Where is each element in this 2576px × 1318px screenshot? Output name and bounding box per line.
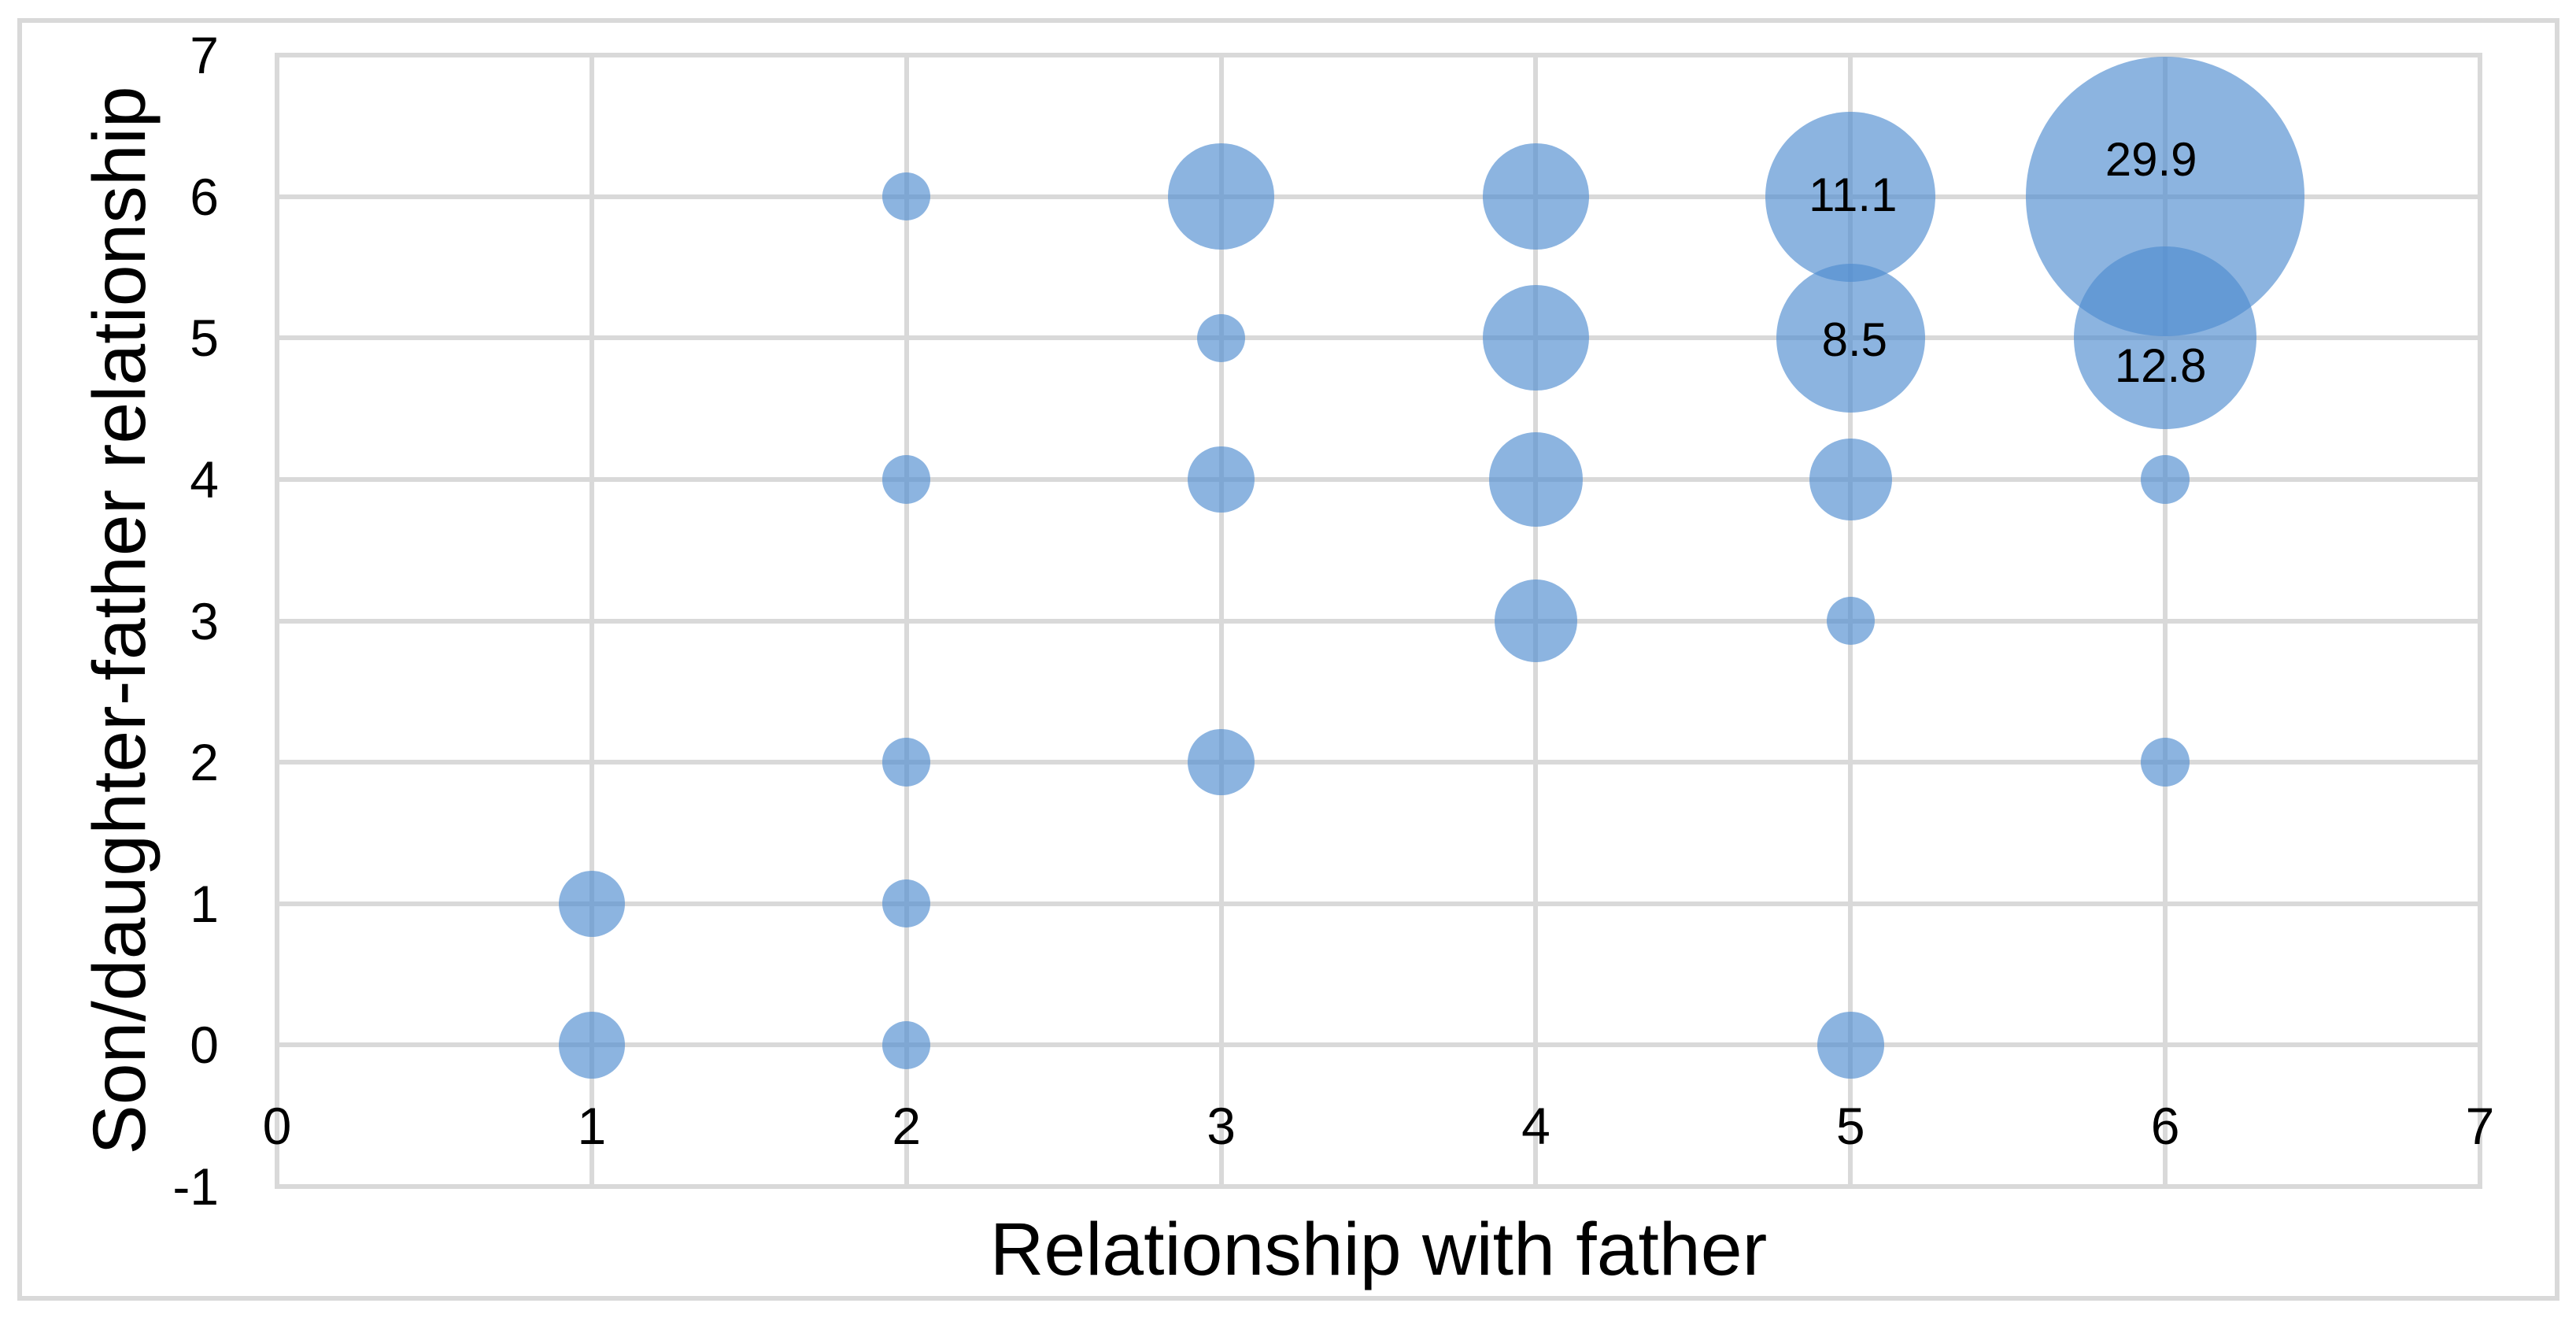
gridline-horizontal [275, 1042, 2482, 1048]
y-tick-label: 1 [190, 874, 219, 933]
x-tick-label: 0 [262, 1097, 292, 1155]
x-tick-label: 5 [1835, 1097, 1865, 1155]
x-tick-label: 6 [2150, 1097, 2180, 1155]
bubble [1495, 579, 1577, 662]
bubble [2074, 246, 2257, 430]
x-tick-label: 2 [892, 1097, 922, 1155]
bubble [1483, 285, 1589, 391]
bubble [1809, 438, 1892, 521]
bubble-data-label: 8.5 [1821, 313, 1887, 367]
bubble [881, 738, 931, 787]
bubble [1826, 596, 1876, 646]
y-tick-label: 0 [190, 1016, 219, 1075]
bubble [881, 1020, 931, 1070]
gridline-horizontal [275, 1184, 2482, 1189]
bubble [1188, 446, 1255, 513]
bubble [881, 455, 931, 504]
x-tick-label: 3 [1207, 1097, 1236, 1155]
y-tick-label: 2 [190, 733, 219, 792]
bubble [881, 879, 931, 928]
gridline-horizontal [275, 476, 2482, 482]
bubble [1188, 728, 1255, 796]
bubble [1196, 313, 1246, 362]
gridline-horizontal [275, 53, 2482, 57]
y-tick-label: 4 [190, 450, 219, 509]
gridline-horizontal [275, 901, 2482, 906]
y-tick-label: 3 [190, 591, 219, 650]
y-tick-label: -1 [172, 1157, 219, 1216]
bubble [1765, 111, 1936, 282]
bubble [881, 172, 931, 221]
gridline-horizontal [275, 194, 2482, 199]
x-tick-label: 7 [2465, 1097, 2495, 1155]
bubble [2141, 738, 2190, 787]
y-tick-label: 6 [190, 167, 219, 226]
x-tick-label: 4 [1521, 1097, 1550, 1155]
bubble [2141, 455, 2190, 504]
bubble [1483, 143, 1589, 250]
bubble-data-label: 11.1 [1809, 168, 1898, 221]
gridline-horizontal [275, 335, 2482, 341]
bubble [1168, 143, 1274, 250]
bubble [1776, 263, 1925, 413]
chart-border [17, 18, 2559, 1301]
y-tick-label: 5 [190, 309, 219, 368]
x-axis-title: Relationship with father [989, 1208, 1768, 1291]
y-tick-label: 7 [190, 26, 219, 84]
bubble [558, 870, 626, 937]
bubble [558, 1012, 626, 1079]
bubble-data-label: 29.9 [2105, 132, 2197, 186]
bubble [1817, 1012, 1884, 1079]
gridline-horizontal [275, 760, 2482, 765]
bubble-data-label: 12.8 [2114, 339, 2207, 393]
bubble [1488, 432, 1584, 527]
x-tick-label: 1 [577, 1097, 607, 1155]
gridline-horizontal [275, 618, 2482, 624]
